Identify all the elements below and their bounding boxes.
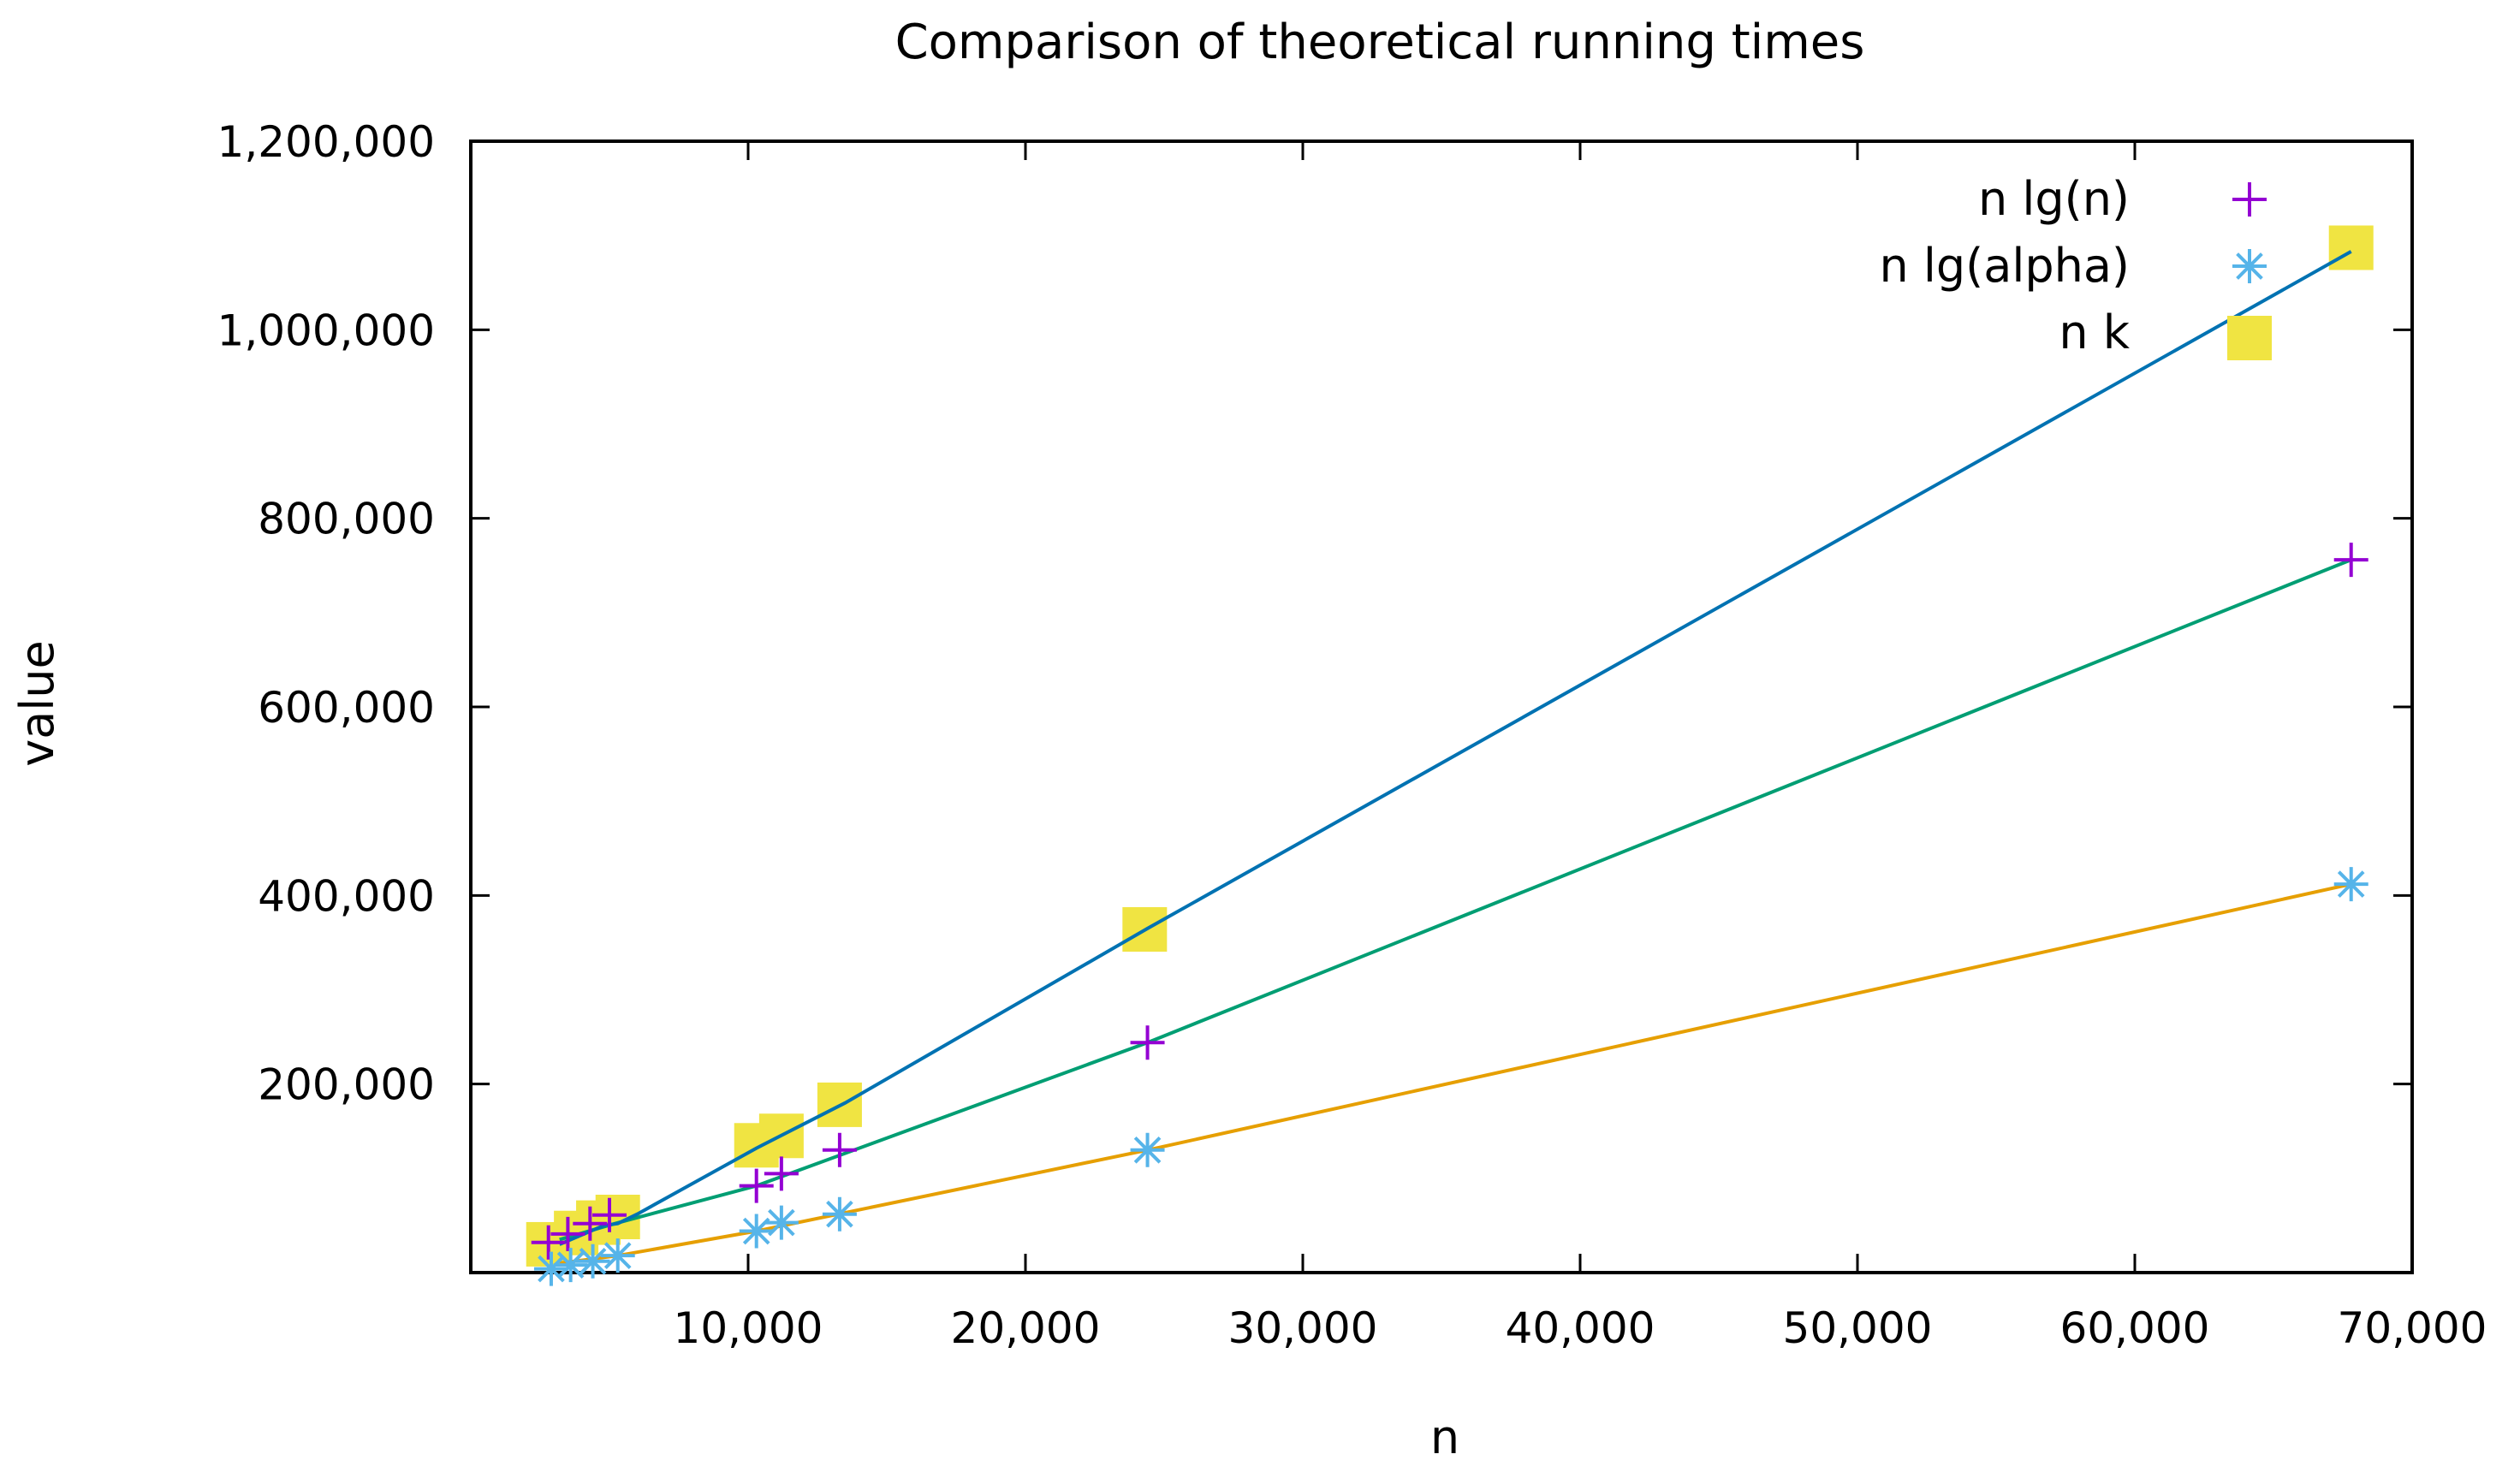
series-plus	[531, 543, 2368, 1260]
y-tick-label: 1,200,000	[217, 117, 435, 167]
legend-marker-square	[2227, 316, 2272, 360]
x-tick-label: 40,000	[1506, 1303, 1655, 1353]
x-tick-label: 30,000	[1228, 1303, 1378, 1353]
legend-marker-asterisk	[2232, 249, 2267, 283]
legend: n lg(n) n lg(alpha) n k	[1880, 172, 2272, 360]
y-tick-label: 200,000	[258, 1060, 435, 1110]
data-point-asterisk	[2333, 867, 2368, 902]
x-tick-label: 10,000	[674, 1303, 823, 1353]
y-axis-title: value	[10, 640, 64, 767]
data-point-asterisk	[764, 1205, 799, 1240]
legend-label: n lg(n)	[1978, 172, 2130, 226]
data-point-plus	[764, 1156, 799, 1191]
data-point-plus	[592, 1197, 627, 1232]
x-tick-label: 50,000	[1783, 1303, 1933, 1353]
y-tick-label: 800,000	[258, 495, 435, 544]
data-point-square	[2328, 225, 2374, 270]
y-tick-label: 400,000	[258, 871, 435, 921]
data-point-asterisk	[533, 1251, 568, 1286]
y-tick-label: 1,000,000	[217, 306, 435, 355]
data-point-asterisk	[1130, 1132, 1165, 1167]
fit-line-asterisk	[559, 882, 2352, 1265]
data-point-plus	[2333, 543, 2368, 578]
x-axis-title: n	[1430, 1410, 1459, 1464]
data-point-plus	[1130, 1025, 1165, 1060]
legend-marker-plus	[2232, 182, 2267, 217]
data-point-plus	[550, 1216, 585, 1251]
data-point-plus	[822, 1132, 857, 1167]
data-point-asterisk	[600, 1238, 635, 1273]
data-point-asterisk	[553, 1248, 588, 1283]
fit-line-plus	[559, 558, 2352, 1242]
data-point-plus	[573, 1206, 608, 1241]
x-tick-label: 60,000	[2060, 1303, 2210, 1353]
data-point-asterisk	[822, 1196, 857, 1232]
legend-label: n k	[2059, 306, 2130, 359]
data-point-plus	[531, 1225, 566, 1260]
series-square	[526, 225, 2374, 1267]
y-tick-label: 600,000	[258, 683, 435, 733]
legend-label: n lg(alpha)	[1880, 239, 2131, 293]
plot-area: 10,000 20,000 30,000 40,000 50,000 60,000 70,0…	[217, 117, 2487, 1353]
data-point-plus	[739, 1168, 774, 1203]
data-point-asterisk	[575, 1243, 610, 1279]
series-asterisk	[533, 867, 2368, 1286]
x-tick-label: 20,000	[951, 1303, 1101, 1353]
chart-title: Comparison of theoretical running times	[895, 15, 1865, 70]
x-tick-label: 70,000	[2338, 1303, 2487, 1353]
data-point-asterisk	[739, 1214, 774, 1249]
